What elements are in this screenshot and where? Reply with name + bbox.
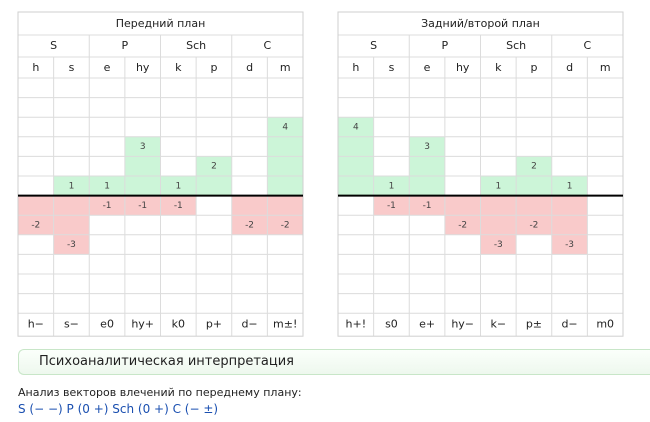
factor-label: e xyxy=(424,61,431,74)
panel-title: Задний/второй план xyxy=(421,17,540,30)
group-label: C xyxy=(264,39,272,52)
plus-bar xyxy=(480,176,517,196)
plus-bar xyxy=(124,136,161,196)
plus-bar xyxy=(373,176,410,196)
factor-label: m xyxy=(600,61,611,74)
result-label: hy+ xyxy=(131,318,154,331)
panel-border xyxy=(337,11,624,337)
factor-label: m xyxy=(280,61,291,74)
factor-label: s xyxy=(69,61,75,74)
plus-value: 4 xyxy=(282,123,288,133)
result-label: k0 xyxy=(172,318,185,331)
result-label: h+! xyxy=(346,318,367,331)
analysis-formula: S (− −) P (0 +) Sch (0 +) C (− ±) xyxy=(18,402,219,416)
minus-value: -3 xyxy=(494,240,503,250)
plus-value: 1 xyxy=(104,181,110,191)
result-label: d− xyxy=(561,318,577,331)
plus-value: 3 xyxy=(140,142,146,152)
minus-value: -2 xyxy=(281,221,290,231)
plus-bar xyxy=(409,136,445,196)
minus-bar xyxy=(480,195,517,255)
minus-value: -1 xyxy=(387,201,396,211)
result-label: s0 xyxy=(385,318,398,331)
plus-value: 1 xyxy=(175,181,181,191)
plus-bar xyxy=(160,176,197,196)
minus-bar xyxy=(373,195,410,216)
factor-label: h xyxy=(352,61,359,74)
factor-label: d xyxy=(566,61,573,74)
minus-value: -3 xyxy=(67,240,76,250)
analysis-heading: Анализ векторов влечений по переднему пл… xyxy=(18,386,302,399)
minus-value: -1 xyxy=(423,201,432,211)
result-label: p+ xyxy=(206,318,222,331)
minus-bar xyxy=(124,195,161,216)
factor-label: p xyxy=(530,61,537,74)
minus-value: -1 xyxy=(174,201,183,211)
minus-value: -2 xyxy=(529,221,538,231)
minus-bar xyxy=(409,195,445,216)
plus-value: 3 xyxy=(424,142,430,152)
result-label: k− xyxy=(491,318,507,331)
plus-value: 2 xyxy=(211,162,217,172)
panel-border xyxy=(17,11,304,337)
factor-label: s xyxy=(389,61,395,74)
panel-title: Передний план xyxy=(116,17,206,30)
result-label: p± xyxy=(526,318,542,331)
plus-value: 1 xyxy=(389,181,395,191)
factor-label: hy xyxy=(456,61,470,74)
factor-label: h xyxy=(32,61,39,74)
minus-value: -3 xyxy=(565,240,574,250)
plus-value: 1 xyxy=(567,181,573,191)
result-label: e0 xyxy=(100,318,114,331)
minus-value: -2 xyxy=(245,221,254,231)
result-label: m±! xyxy=(273,318,297,331)
factor-label: p xyxy=(210,61,217,74)
plus-bar xyxy=(53,176,90,196)
minus-value: -2 xyxy=(31,221,40,231)
minus-value: -2 xyxy=(458,221,467,231)
plus-bar xyxy=(89,176,125,196)
group-label: P xyxy=(122,39,129,52)
factor-label: d xyxy=(246,61,253,74)
result-label: hy− xyxy=(451,318,474,331)
section-header[interactable]: Психоаналитическая интерпретация xyxy=(18,349,650,375)
plus-value: 1 xyxy=(69,181,75,191)
result-label: s− xyxy=(64,318,79,331)
minus-bar xyxy=(160,195,197,216)
plus-value: 4 xyxy=(353,123,359,133)
factor-label: k xyxy=(175,61,182,74)
factor-label: k xyxy=(495,61,502,74)
group-label: P xyxy=(442,39,449,52)
factor-label: e xyxy=(104,61,111,74)
minus-bar xyxy=(551,195,588,255)
plus-value: 2 xyxy=(531,162,537,172)
plus-bar xyxy=(551,176,588,196)
result-label: h− xyxy=(28,318,44,331)
result-label: d− xyxy=(241,318,257,331)
factor-label: hy xyxy=(136,61,150,74)
group-label: S xyxy=(50,39,57,52)
plus-value: 1 xyxy=(495,181,501,191)
profile: Передний план S P Sch Ch h− -2 s s− 1 -3 e e0 1 -1 hy hy… xyxy=(17,11,624,337)
group-label: C xyxy=(584,39,592,52)
group-label: S xyxy=(370,39,377,52)
result-label: m0 xyxy=(596,318,614,331)
group-label: Sch xyxy=(186,39,206,52)
result-label: e+ xyxy=(419,318,435,331)
minus-value: -1 xyxy=(103,201,112,211)
minus-value: -1 xyxy=(138,201,147,211)
minus-bar xyxy=(89,195,125,216)
group-label: Sch xyxy=(506,39,526,52)
minus-bar xyxy=(53,195,90,255)
